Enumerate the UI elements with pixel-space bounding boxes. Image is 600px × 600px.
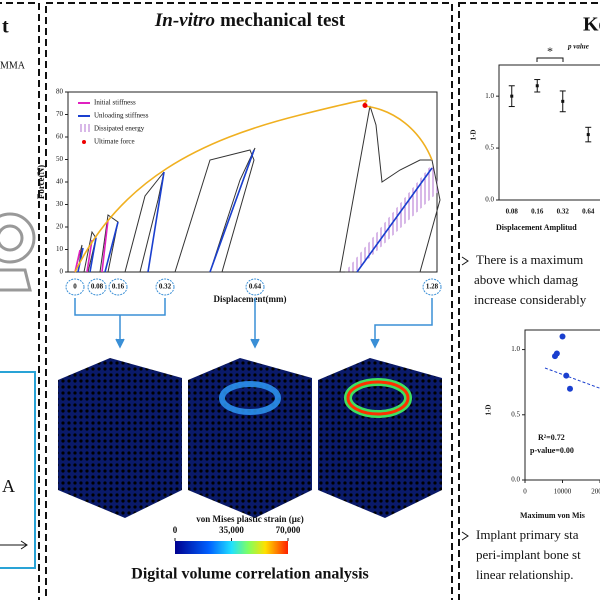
chart2-frame xyxy=(524,329,600,481)
title-rest: mechanical test xyxy=(220,10,346,31)
y-tick-label: 0.0 xyxy=(511,476,520,484)
chart2-y-label: 1-D xyxy=(485,405,493,416)
x-label: Displacement(mm) xyxy=(214,294,287,304)
mean-marker xyxy=(535,84,539,88)
colorbar-tick-label: 35,000 xyxy=(219,525,244,535)
x-tick-label: 0.32 xyxy=(159,283,172,291)
tick-circle xyxy=(87,278,107,296)
tick-circle xyxy=(155,278,175,296)
scatter-point xyxy=(567,385,573,392)
tick-circle xyxy=(108,278,128,296)
legend-swatch xyxy=(78,124,90,132)
x-tick-label: 0 xyxy=(73,283,77,291)
mean-marker xyxy=(510,94,514,98)
bullet-text: increase considerably xyxy=(474,292,587,307)
y-label: Force(N) xyxy=(36,165,46,199)
scatter-point xyxy=(553,350,560,357)
machine-icon xyxy=(0,212,36,292)
colorbar-label: von Mises plastic strain (με) xyxy=(196,514,303,524)
connectors xyxy=(74,298,433,349)
y-tick-label: 10 xyxy=(56,245,64,253)
y-tick-label: 50 xyxy=(56,155,64,163)
dvc-title: Digital volume correlation analysis xyxy=(131,566,368,583)
title-italic: In-vitro xyxy=(154,10,215,31)
chart1-y-label: 1-D xyxy=(470,130,478,141)
y-tick-label: 1.0 xyxy=(485,92,494,100)
chart2-x-label: Maximum von Mis xyxy=(520,511,585,520)
colorbar-tick-label: 70,000 xyxy=(276,525,301,535)
right-title: Ke xyxy=(583,14,600,36)
mean-marker xyxy=(561,99,565,103)
sig-bracket xyxy=(536,57,564,62)
y-tick-label: 0.0 xyxy=(485,196,494,204)
x-tick-label: 0.08 xyxy=(506,208,519,216)
x-tick-label: 0.16 xyxy=(112,283,125,291)
r2: R²=0.72 xyxy=(538,433,565,442)
bullet-text: peri-implant bone st xyxy=(476,547,581,562)
y-tick-label: 40 xyxy=(56,178,64,186)
x-tick-label: 0.64 xyxy=(249,283,262,291)
bullet xyxy=(461,256,469,266)
legend: Initial stiffness Unloading stiffness Di… xyxy=(78,99,149,146)
x-tick-label: 0.16 xyxy=(531,208,544,216)
x-tick-label: 20000 xyxy=(591,488,600,496)
box-letter: A xyxy=(2,476,15,496)
legend-label: Ultimate force xyxy=(94,138,135,146)
mean-marker xyxy=(586,133,590,137)
legend-swatch xyxy=(82,140,86,144)
y-tick-label: 0 xyxy=(60,268,64,276)
colorbar-tick-label: 0 xyxy=(173,525,178,535)
tick-circle xyxy=(422,278,442,296)
tick-circle xyxy=(65,278,85,296)
x-tick-label: 0.64 xyxy=(582,208,595,216)
y-tick-label: 70 xyxy=(56,110,64,118)
dvc-cubes xyxy=(58,358,442,518)
colorbar xyxy=(175,541,288,554)
bullet-text: above which damag xyxy=(474,272,578,287)
force-curves xyxy=(74,99,441,273)
y-tick-label: 60 xyxy=(56,133,64,141)
y-tick-label: 0.5 xyxy=(485,144,494,152)
scatter-point xyxy=(563,372,570,379)
y-tick-label: 0.5 xyxy=(511,410,520,418)
left-box xyxy=(0,371,36,569)
p-label: p value xyxy=(567,43,589,51)
bullet-text: Implant primary sta xyxy=(476,527,579,542)
left-title: t xyxy=(2,16,9,38)
chart1-frame xyxy=(498,64,600,201)
fit-line xyxy=(544,367,600,389)
bullet-text: There is a maximum xyxy=(476,252,583,267)
x-tick-label: 0.08 xyxy=(91,283,104,291)
tick-circle xyxy=(245,278,265,296)
y-tick-label: 80 xyxy=(56,88,64,96)
x-tick-label: 10000 xyxy=(554,488,572,496)
sig-star: * xyxy=(547,44,553,58)
arrow xyxy=(0,540,28,550)
middle-title: In-vitro mechanical test xyxy=(154,10,346,31)
legend-label: Dissipated energy xyxy=(94,125,145,133)
legend-label: Unloading stiffness xyxy=(94,112,149,120)
scatter-point xyxy=(559,333,566,340)
y-tick-label: 20 xyxy=(56,223,64,231)
y-tick-label: 30 xyxy=(56,200,64,208)
legend-label: Initial stiffness xyxy=(94,99,136,107)
left-text: MMA xyxy=(0,60,26,71)
x-tick-label: 0 xyxy=(523,488,527,496)
ultimate-force xyxy=(362,103,368,108)
p-value: p-value=0.00 xyxy=(530,446,574,455)
x-tick-label: 1.28 xyxy=(426,283,439,291)
bullet xyxy=(461,531,469,541)
bullet-text: linear relationship. xyxy=(476,567,573,582)
x-tick-label: 0.32 xyxy=(557,208,570,216)
chart1-x-label: Displacement Amplitud xyxy=(496,223,577,232)
y-tick-label: 1.0 xyxy=(511,345,520,353)
